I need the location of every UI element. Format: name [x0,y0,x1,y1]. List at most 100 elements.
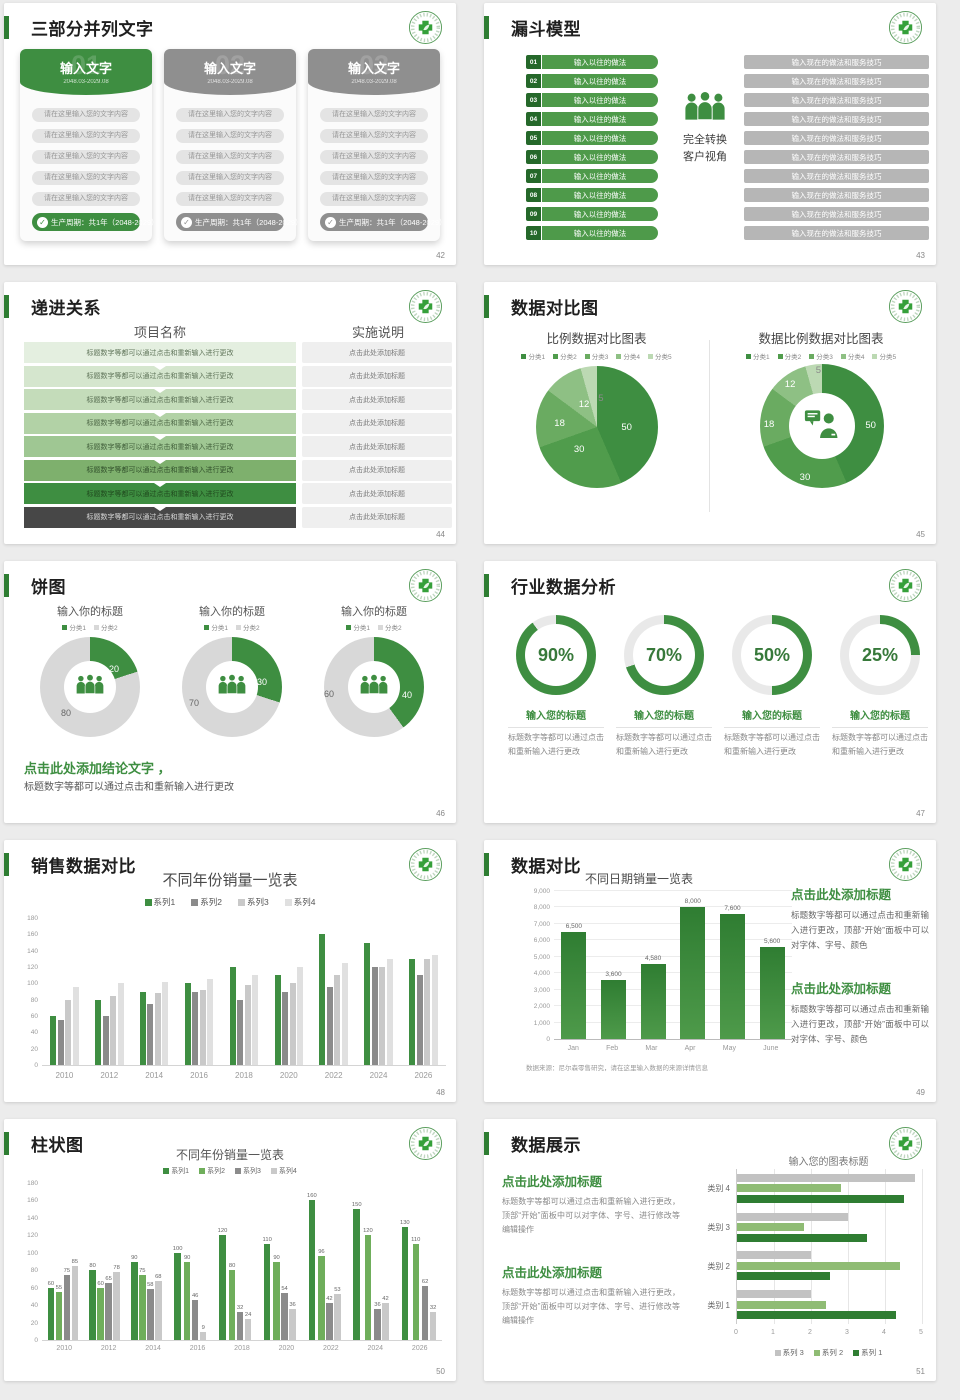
legend-item: 分类5 [647,351,672,361]
legend-swatch [872,353,878,359]
slice-value-label: 20 [109,664,120,674]
legend-item: 分类5 [872,351,896,361]
slide-51-data-display[interactable]: 数据展示 点击此处添加标题 标题数字等都可以通过点击和重新输入进行更改，顶部“开… [484,1119,936,1381]
bar-value-label: 6,500 [565,923,582,931]
bar [737,1311,897,1320]
slide-45-data-comparison-pies[interactable]: 数据对比图 比例数据对比图表 数据比例数据对比图表 分类1 分类2 分类3 分类4 分类… [484,282,936,544]
bar-value-label: 90 [131,1254,138,1261]
bar [364,942,371,1065]
legend-item: 系列1 [163,1166,189,1176]
x-axis-label: 2026 [411,1345,428,1352]
slide-42-parallel-text[interactable]: 三部分并列文字 01 输入文字 2048.03-2029.08 请在这里输入您的文字内… [4,3,456,265]
donut-hole [789,393,855,459]
bar-column [371,967,378,1065]
x-axis-label: 2024 [369,1071,388,1080]
card-footer-text: 生产周期：共1年（2048-2029） [51,217,159,227]
funnel-step: 04 输入以往的做法 [526,112,658,126]
bar-value-label: 120 [217,1228,228,1235]
funnel-step: 09 输入以往的做法 [526,207,658,221]
step-number: 03 [526,93,541,107]
page-number: 48 [436,1088,445,1097]
result-bar: 输入现在的做法和服务技巧 [744,188,929,202]
bar-column [139,991,146,1065]
bar [409,958,416,1065]
step-number: 04 [526,112,541,126]
block-heading: 点击此处添加标题 [791,982,892,996]
percent-value: 90% [537,644,575,665]
person-chat-icon [804,409,840,444]
slide-44-progressive-relation[interactable]: 递进关系 项目名称 实施说明 标题数字等都可以通过点击和重新输入进行更改 点击此处… [4,282,456,544]
step-label: 输入以往的做法 [542,131,658,145]
step-number: 10 [526,226,541,240]
y-axis-label: 0 [34,1062,38,1069]
bar-column [386,958,393,1065]
ring-hole: 70% [633,624,695,686]
slide-47-industry-data-analysis[interactable]: 行业数据分析 90% 输入您的标题 标题数字等都可以通过点击和重新输入进行更改 70%… [484,561,936,823]
text-block: 点击此处添加标题 标题数字等都可以通过点击和重新输入进行更改，顶部“开始”面板中… [791,884,929,953]
bar [162,981,169,1065]
text-pill: 请在这里输入您的文字内容 [176,108,284,122]
bar-column [184,983,191,1065]
legend-swatch [284,898,292,906]
legend-label: 分类4 [623,354,640,361]
legend-label: 分类3 [816,354,833,361]
slide-43-funnel-model[interactable]: 漏斗模型 01 输入以往的做法 02 输入以往的做法 03 输入以往的做法 04 输入以往的做… [484,3,936,265]
column-header: 实施说明 [351,325,404,340]
bar-column: 65 [105,1276,112,1340]
bar-column [297,967,304,1065]
bar-column: 85 [71,1259,79,1340]
text-card: 02 输入文字 2048.03-2029.08 请在这里输入您的文字内容 请在这里输入您… [164,49,303,241]
bar-column [424,958,431,1065]
medical-cross-logo-icon [888,1126,923,1161]
project-name-bar: 标题数字等都可以通过点击和重新输入进行更改 [24,412,296,434]
funnel-step: 06 输入以往的做法 [526,150,658,164]
text-pill: 请在这里输入您的文字内容 [320,129,428,143]
bar-group [50,987,79,1065]
slide-48-sales-data-comparison[interactable]: 销售数据对比 不同年份销量一览表 系列1 系列2 系列3 系列4 0 20 40 60 80 1… [4,840,456,1102]
bar-column [364,942,371,1065]
card-body: 请在这里输入您的文字内容 请在这里输入您的文字内容 请在这里输入您的文字内容 请在这里… [308,95,440,206]
slide-49-data-comparison[interactable]: 数据对比 不同日期销量一览表 9,000 8,000 7,000 6,000 5,000… [484,840,936,1102]
bar-value-label: 110 [411,1237,421,1244]
bar [319,934,326,1065]
bar [229,967,236,1065]
funnel-left-steps: 01 输入以往的做法 02 输入以往的做法 03 输入以往的做法 04 输入以往的做法 05 输入… [526,55,658,245]
y-axis-label: 6,000 [533,937,550,945]
bar-column: 9 [199,1325,207,1340]
bar-column: 42 [326,1296,333,1340]
bar [237,999,244,1065]
slide-46-pie-charts[interactable]: 饼图 输入你的标题 分类1 分类2 20 80 输入你的标题 分类1 分类2 30 70 输入你的标… [4,561,456,823]
result-bar: 输入现在的做法和服务技巧 [744,112,929,126]
bar [97,1287,104,1340]
slide-title: 数据展示 [511,1136,581,1155]
gridline [811,1169,812,1324]
y-axis-label: 180 [27,1180,38,1187]
item-title: 输入您的标题 [616,707,712,728]
bar-column: 55 [55,1285,63,1340]
legend-swatch [204,624,210,630]
bar-column: 90 [273,1255,280,1340]
slide-50-column-chart[interactable]: 柱状图 不同年份销量一览表 系列1 系列2 系列3 系列4 0 20 40 60 80 100 1… [4,1119,456,1381]
result-bar: 输入现在的做法和服务技巧 [744,93,929,107]
implementation-pill: 点击此处添加标题 [302,506,452,528]
legend-item: 系列 3 [774,1347,804,1358]
block-heading: 点击此处添加标题 [502,1266,603,1280]
bar-column: 8,000 [680,898,706,1039]
x-axis-label: Apr [684,1045,696,1052]
bar-column [252,975,259,1065]
bar-column: 120 [217,1228,228,1340]
bar [72,987,79,1065]
x-axis-labels: 2010 2012 2014 2016 2018 2020 2022 2024 2026 [42,1071,446,1080]
result-bar: 输入现在的做法和服务技巧 [744,207,929,221]
item-body: 标题数字等都可以通过点击和重新输入进行更改 [724,733,820,756]
card-body: 请在这里输入您的文字内容 请在这里输入您的文字内容 请在这里输入您的文字内容 请在这里… [20,95,152,206]
x-axis-label: May [722,1045,736,1052]
bar-group [409,954,438,1065]
x-axis-label: 3 [845,1329,849,1336]
text-pill: 请在这里输入您的文字内容 [32,192,140,206]
legend-swatch [647,353,653,359]
gridline [554,988,792,990]
legend-label: 分类1 [353,625,370,632]
funnel-step: 08 输入以往的做法 [526,188,658,202]
